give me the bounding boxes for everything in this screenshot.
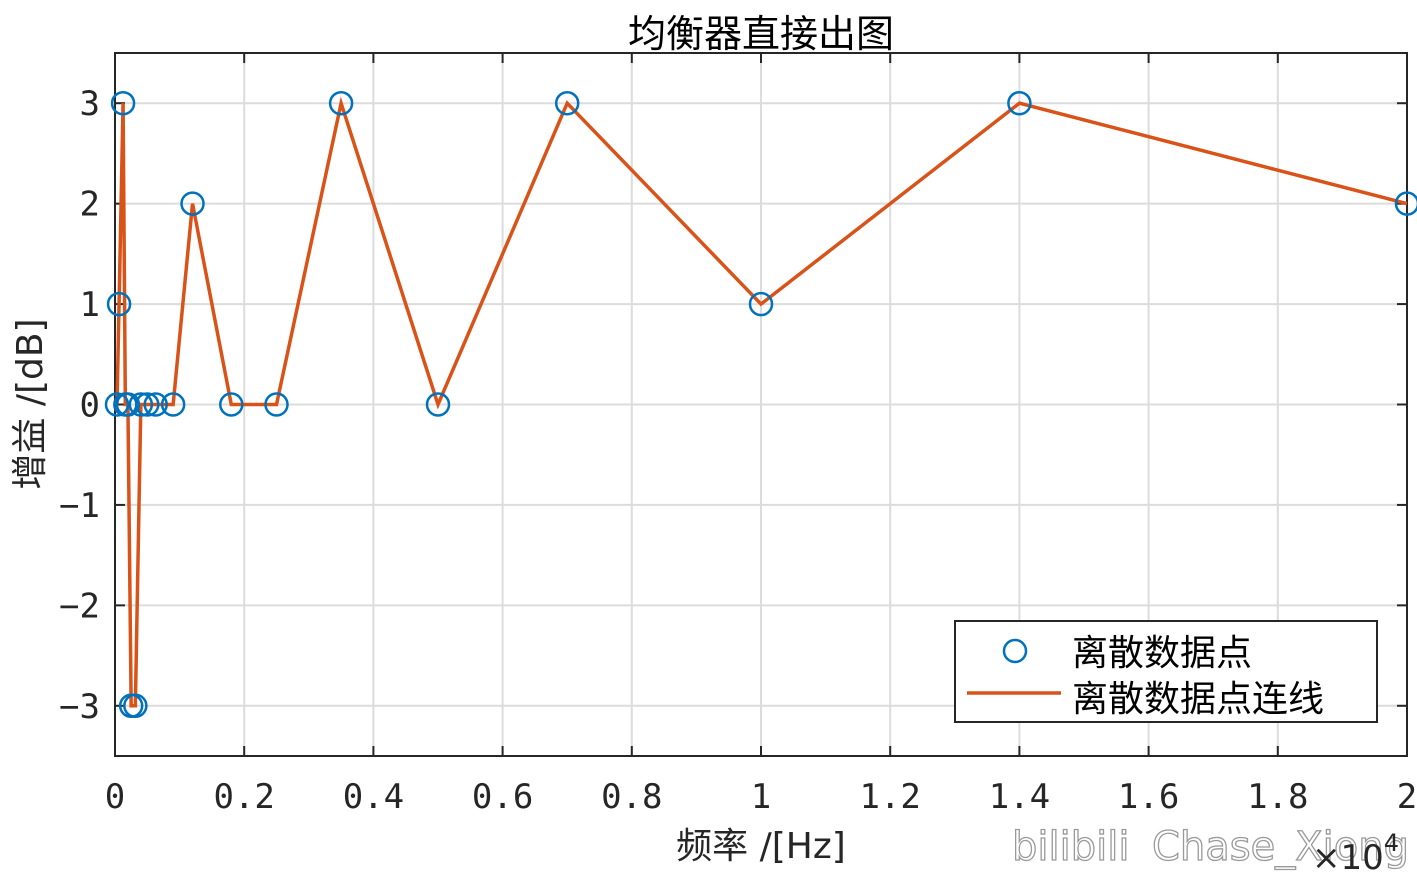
- data-point-marker: [219, 392, 244, 417]
- x-exponent-label: ×104: [1312, 829, 1399, 874]
- data-point-marker: [104, 392, 130, 417]
- data-point-marker: [748, 291, 774, 317]
- y-tick-label: −3: [59, 687, 100, 727]
- legend-label-markers: 离散数据点: [1072, 633, 1252, 674]
- series-line: [115, 96, 1408, 708]
- x-axis-title: 频率 /[Hz]: [676, 826, 846, 867]
- x-tick-label: 1.8: [1247, 777, 1308, 817]
- x-tick-label: 0.8: [601, 777, 662, 817]
- x-exponent-base: ×10: [1312, 838, 1384, 874]
- data-point-marker: [143, 392, 168, 417]
- axis-ticks: [114, 53, 1408, 756]
- data-point-marker: [106, 291, 132, 317]
- x-tick-label: 0.6: [472, 777, 533, 817]
- data-point-marker: [110, 90, 136, 116]
- x-exponent-power: 4: [1384, 829, 1399, 857]
- y-tick-label: −1: [59, 486, 100, 526]
- data-point-marker: [1007, 90, 1032, 116]
- watermark-logo: bilibili: [1012, 824, 1129, 870]
- y-tick-label: 2: [80, 185, 100, 225]
- data-point-marker: [180, 191, 205, 216]
- y-tick-label: 0: [80, 386, 100, 426]
- watermark-text: Chase_Xiong: [1152, 824, 1409, 870]
- data-point-marker: [135, 392, 160, 417]
- x-tick-label: 1: [751, 777, 771, 817]
- legend-marker-icon: [1002, 638, 1028, 664]
- x-tick-label: 1.2: [859, 777, 920, 817]
- y-tick-label: −2: [59, 586, 100, 626]
- data-point-marker: [115, 392, 141, 417]
- data-point-marker: [328, 90, 354, 116]
- series-markers: [104, 90, 1417, 719]
- data-point-marker: [425, 392, 451, 417]
- series-line-path: [115, 96, 1408, 708]
- x-tick-label: 1.6: [1118, 777, 1179, 817]
- y-tick-label: 3: [80, 84, 100, 124]
- legend-label-line: 离散数据点连线: [1072, 679, 1324, 720]
- y-tick-label: 1: [80, 285, 100, 325]
- data-point-marker: [128, 392, 154, 417]
- x-tick-label: 2: [1397, 777, 1417, 817]
- data-point-marker: [160, 392, 186, 417]
- y-axis-title: 增益 /[dB]: [10, 318, 51, 489]
- legend-box: [954, 620, 1378, 723]
- data-point-marker: [1394, 191, 1417, 216]
- data-point-marker: [554, 90, 580, 116]
- x-tick-label: 0.4: [343, 777, 404, 817]
- chart-title: 均衡器直接出图: [628, 12, 894, 56]
- x-tick-labels: 0 0.2 0.4 0.6 0.8 1 1.2 1.4 1.6 1.8 2: [105, 777, 1417, 817]
- x-tick-label: 0.2: [213, 777, 274, 817]
- y-tick-labels: −3 −2 −1 0 1 2 3: [59, 84, 100, 727]
- legend: 离散数据点 离散数据点连线: [954, 620, 1378, 723]
- x-tick-label: 0: [105, 777, 125, 817]
- data-point-marker: [123, 693, 148, 719]
- x-tick-label: 1.4: [989, 777, 1050, 817]
- data-point-marker: [264, 392, 289, 417]
